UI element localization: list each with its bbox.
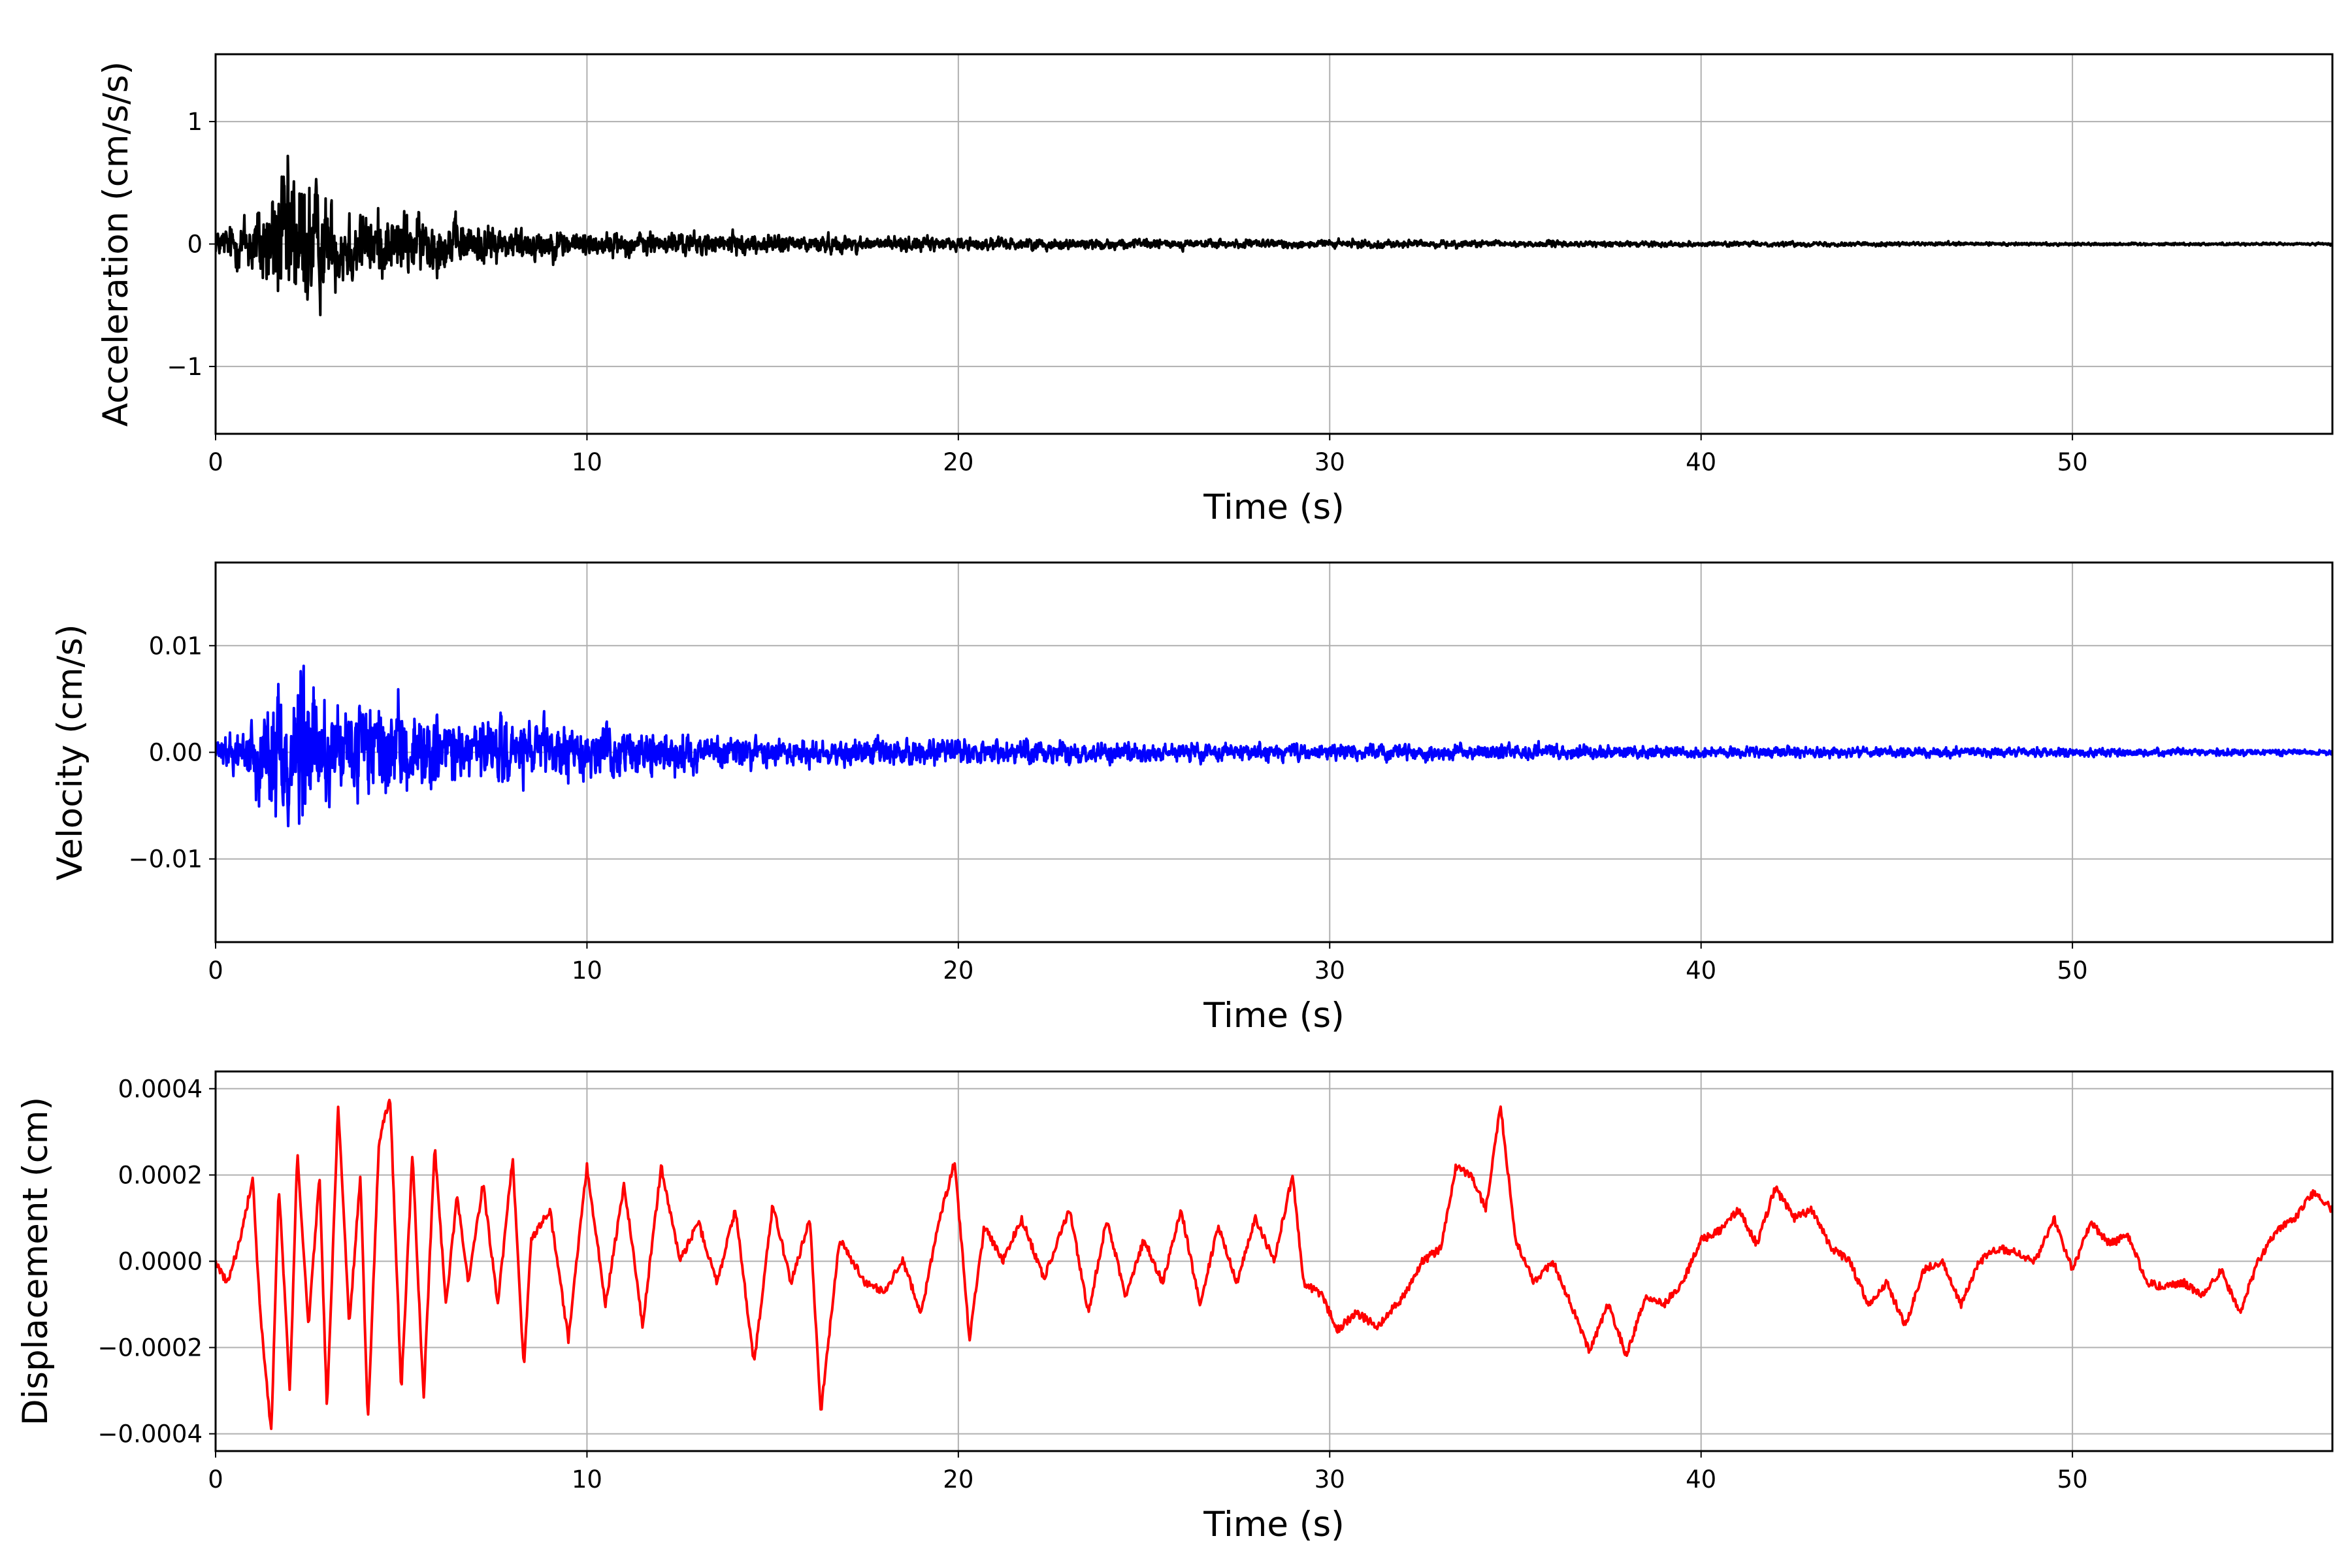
acceleration-trace [216,154,2332,317]
displacement-ticks: 0 10 20 30 40 50 −0.0004 −0.0002 0.0000 0.0002 0.0… [98,1075,2088,1494]
displacement-ytick-label: 0.0000 [118,1248,203,1276]
velocity-xtick-label: 30 [1315,956,1345,985]
velocity-y-axis-label: Velocity (cm/s) [50,624,90,880]
displacement-series-line [216,1098,2332,1430]
velocity-x-axis-label: Time (s) [1203,996,1345,1036]
acceleration-ytick-label: −1 [167,353,203,381]
acceleration-x-axis-label: Time (s) [1203,487,1345,527]
displacement-x-axis-label: Time (s) [1203,1505,1345,1544]
velocity-series-line [216,664,2332,828]
acceleration-ytick-label: 0 [187,231,203,259]
displacement-ytick-label: 0.0002 [118,1161,203,1189]
acceleration-xtick-label: 30 [1315,448,1345,476]
acceleration-ticks: 0 10 20 30 40 50 −1 0 1 [167,108,2087,476]
acceleration-y-axis-label: Acceleration (cm/s/s) [96,61,136,427]
acceleration-xtick-label: 0 [208,448,223,476]
displacement-trace [216,1098,2332,1430]
displacement-y-axis-label: Displacement (cm) [16,1097,56,1426]
acceleration-xtick-label: 20 [943,448,973,476]
velocity-trace [216,664,2332,828]
displacement-xtick-label: 40 [1686,1465,1716,1494]
displacement-xtick-label: 10 [572,1465,602,1494]
velocity-ytick-label: 0.00 [149,739,203,767]
velocity-ticks: 0 10 20 30 40 50 −0.01 0.00 0.01 [129,632,2088,985]
acceleration-xtick-label: 50 [2057,448,2088,476]
displacement-xtick-label: 20 [943,1465,973,1494]
velocity-xtick-label: 50 [2057,956,2088,985]
velocity-xtick-label: 20 [943,956,973,985]
displacement-xtick-label: 0 [208,1465,223,1494]
velocity-ytick-label: −0.01 [129,845,203,874]
acceleration-panel: 0 10 20 30 40 50 −1 0 1 Acceleration (cm/s/s) Ti… [96,53,2334,527]
acceleration-xtick-label: 10 [572,448,602,476]
velocity-panel: 0 10 20 30 40 50 −0.01 0.00 0.01 Velocity (cm/s)… [50,561,2334,1036]
displacement-ytick-label: −0.0004 [98,1420,203,1448]
velocity-xtick-label: 10 [572,956,602,985]
velocity-xtick-label: 40 [1686,956,1716,985]
displacement-ytick-label: 0.0004 [118,1075,203,1103]
displacement-panel: 0 10 20 30 40 50 −0.0004 −0.0002 0.0000 0.0002 0.0… [16,1070,2334,1544]
displacement-xtick-label: 30 [1315,1465,1345,1494]
acceleration-series-line [216,154,2332,317]
displacement-ytick-label: −0.0002 [98,1334,203,1362]
displacement-xtick-label: 50 [2057,1465,2088,1494]
velocity-xtick-label: 0 [208,956,223,985]
acceleration-ytick-label: 1 [187,108,203,136]
acceleration-xtick-label: 40 [1686,448,1716,476]
velocity-ytick-label: 0.01 [149,632,203,660]
